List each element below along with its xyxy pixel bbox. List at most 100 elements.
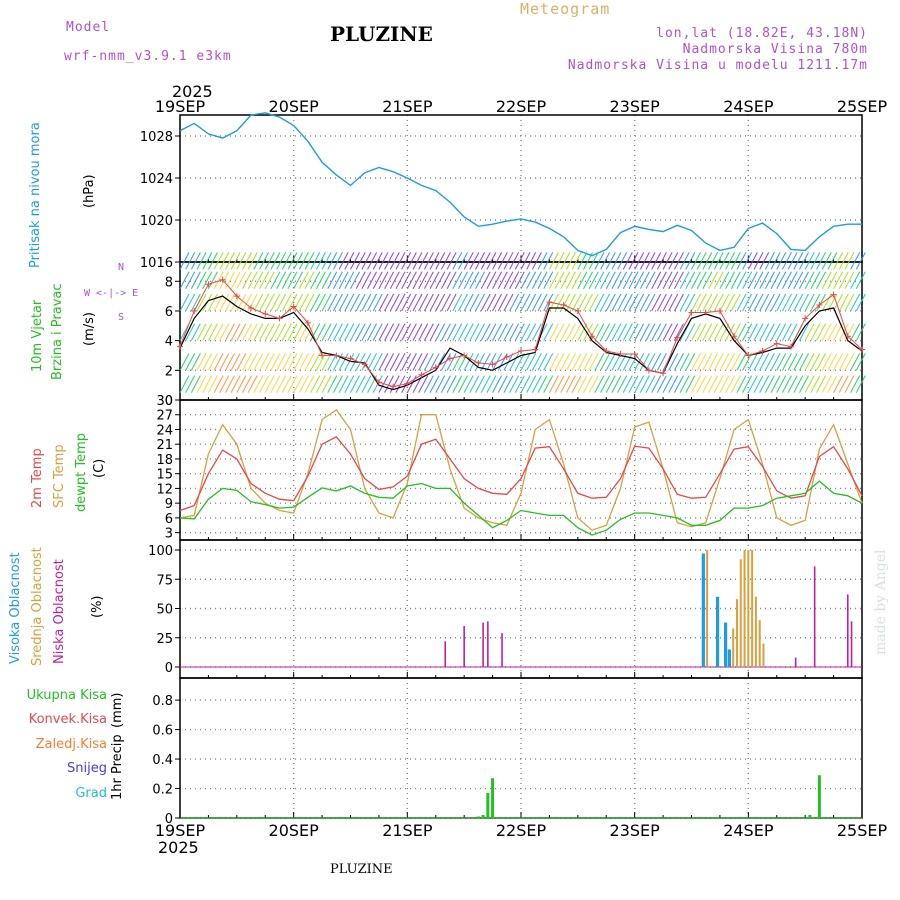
wind-barb	[628, 271, 639, 289]
wind-barb	[276, 353, 287, 371]
wind-barb	[327, 353, 338, 371]
wind-barb	[242, 375, 253, 393]
wind-barb	[520, 323, 531, 341]
wind-barb	[179, 252, 190, 270]
wind-gust-marker	[191, 307, 198, 314]
wind-barb	[560, 271, 571, 289]
wind-barb	[264, 293, 275, 312]
x-tick-label-top: 20SEP	[269, 97, 320, 116]
wind-gust-marker	[674, 334, 681, 341]
wind-barb	[338, 293, 349, 312]
wind-barb	[622, 293, 633, 312]
wind-gust-marker	[304, 319, 311, 326]
wind-barb	[577, 375, 588, 393]
wind-barb	[577, 271, 588, 289]
wind-barb	[679, 252, 690, 270]
wind-barb	[662, 252, 673, 270]
wind-barb	[838, 271, 849, 289]
wind-barb	[531, 375, 542, 393]
wind-barb	[833, 375, 844, 393]
wind-barb	[816, 271, 827, 289]
wind-barb	[418, 353, 429, 371]
wind-gust-marker	[290, 303, 297, 310]
wind-barb	[247, 323, 258, 341]
wind-barb	[594, 271, 605, 289]
wind-barb	[350, 375, 360, 393]
wind-gust-marker	[432, 364, 439, 371]
wind-barb	[179, 271, 190, 289]
x-tick-label-top: 23SEP	[610, 97, 661, 116]
wind-barb	[384, 353, 395, 371]
wind-barb	[287, 293, 298, 312]
wind-barb	[457, 375, 468, 393]
y-tick-label: 4	[165, 335, 173, 350]
wind-barb	[685, 271, 696, 289]
wind-barb	[401, 323, 412, 341]
wind-barb	[429, 323, 440, 341]
wind-barb	[446, 375, 457, 393]
low-cloud-bar	[444, 641, 447, 667]
low-cloud-bar	[463, 626, 465, 667]
mid-cloud-bar	[758, 620, 761, 667]
wind-barb	[605, 271, 616, 289]
wind-barb	[719, 375, 730, 393]
wind-barb	[656, 293, 667, 312]
wind-barb	[702, 252, 713, 270]
wind-barb	[850, 375, 861, 393]
wind-barb	[344, 271, 355, 289]
y-tick-label: 75	[156, 573, 173, 588]
wind-barb	[440, 271, 451, 289]
wind-barb	[315, 375, 326, 393]
wind-barb	[253, 323, 264, 341]
wind-barb	[605, 353, 616, 371]
wind-barb	[224, 252, 235, 270]
wind-barb	[384, 293, 395, 312]
wind-barb	[497, 375, 508, 393]
wind-barb	[418, 271, 429, 289]
wind-barb	[719, 252, 730, 270]
wind-barb	[469, 293, 480, 312]
wind-barb	[389, 293, 400, 312]
wind-barb	[304, 293, 315, 312]
y-tick-label: 1016	[140, 256, 173, 271]
wind-barb	[787, 353, 798, 371]
wind-barb	[651, 323, 662, 341]
wind-gust-marker	[518, 348, 524, 355]
wind-barb	[242, 323, 253, 341]
wind-barb	[833, 293, 844, 312]
wind-barb	[798, 293, 809, 312]
low-cloud-bar	[482, 622, 484, 667]
wind-barb	[412, 271, 423, 289]
wind-barb	[798, 323, 809, 341]
wind-gust-marker	[702, 309, 709, 316]
y-tick-label: 24	[156, 423, 173, 438]
wind-barb	[855, 353, 866, 371]
wind-barb	[281, 271, 292, 289]
wind-barb	[747, 375, 758, 393]
wind-gust-marker	[390, 383, 397, 390]
wind-barb	[446, 353, 457, 371]
wind-barb	[821, 293, 832, 312]
wind-barb	[798, 271, 809, 289]
x-tick-label-bottom: 21SEP	[382, 821, 433, 840]
wind-barb	[776, 375, 787, 393]
wind-barb	[793, 375, 804, 393]
wind-barb	[213, 353, 224, 371]
wind-barb	[764, 375, 775, 393]
wind-barb	[696, 375, 707, 393]
wind-barb	[219, 252, 230, 270]
wind-gust-marker	[177, 343, 183, 350]
legend-snow: Snijeg	[67, 761, 107, 776]
wind-barb	[583, 353, 594, 371]
wind-barb	[656, 323, 667, 341]
wind-barb	[435, 293, 446, 312]
high-cloud-bar	[701, 553, 705, 667]
y-tick-label: 0	[165, 661, 173, 676]
wind-barb	[571, 271, 582, 289]
wind-barb	[719, 323, 730, 341]
wind-barb	[310, 375, 321, 393]
wind-barb	[827, 271, 838, 289]
wind-barb	[617, 271, 628, 289]
precip-bar	[491, 778, 495, 818]
mid-cloud-bar	[739, 559, 742, 667]
